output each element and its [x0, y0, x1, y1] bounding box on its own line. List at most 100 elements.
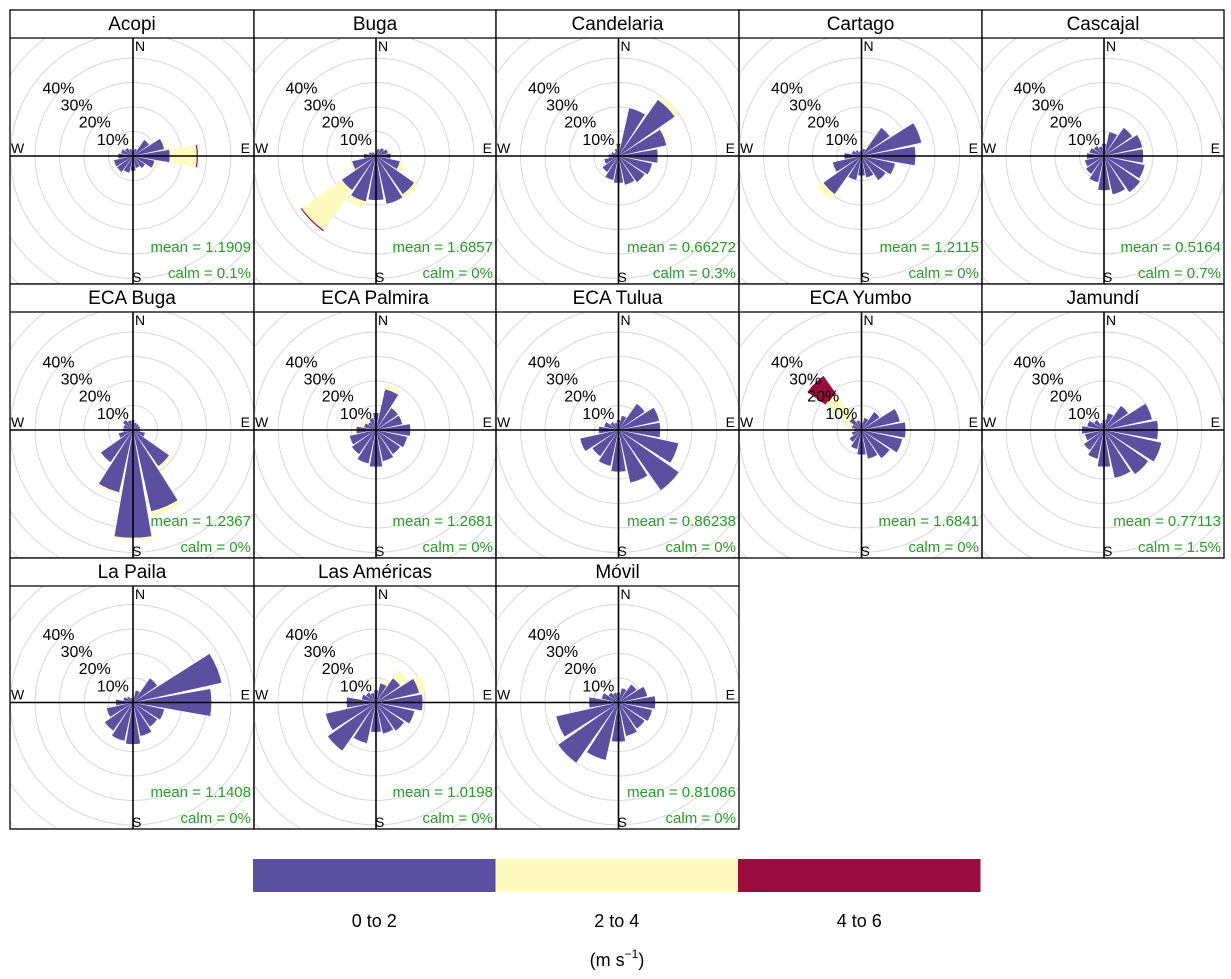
wedge-wsw-bin-1 — [851, 430, 862, 436]
ring-label-10: 10% — [97, 132, 129, 149]
ring-label-40: 40% — [285, 80, 317, 97]
wedge-nw-bin-1 — [127, 696, 133, 703]
wedge-sse-bin-1 — [376, 702, 394, 734]
compass-w: W — [255, 140, 269, 156]
mean-label: mean = 0.5164 — [1121, 239, 1222, 256]
compass-s: S — [1103, 269, 1112, 285]
panel-buga: Buga N E W S 10%20%30%40% mean = 1.6857 calm = … — [253, 9, 497, 285]
plot-area: N E W S 10%20%30%40% mean = 0.5164 calm = 0.7% — [982, 38, 1224, 285]
wedge-sw-bin-2 — [817, 182, 835, 201]
panel-title-strip — [254, 284, 496, 312]
wedge-ssw-bin-1 — [848, 156, 862, 180]
ring-label-20: 20% — [322, 115, 354, 132]
wedge-sw-bin-1 — [823, 156, 862, 195]
plot-area: N E W S 10%20%30%40% mean = 1.6857 calm = 0% — [254, 38, 496, 285]
wedge-sse-bin-1 — [1104, 156, 1125, 195]
mean-label: mean = 1.0198 — [393, 784, 494, 801]
ring-label-10: 10% — [825, 132, 857, 149]
wedge-wsw-bin-1 — [118, 430, 133, 438]
panel-title: Jamundí — [1067, 288, 1141, 309]
legend-label-3: 4 to 6 — [837, 911, 882, 931]
wedge-sw-bin-1 — [592, 430, 619, 457]
ring-label-10: 10% — [582, 132, 614, 149]
panel-title-strip — [739, 284, 982, 312]
wedge-ese-bin-1 — [618, 702, 652, 721]
wedge-se-bin-2 — [402, 182, 419, 199]
wedge-ne-bin-1 — [861, 412, 880, 430]
calm-label: calm = 0% — [423, 539, 493, 556]
wedge-ne-bin-1 — [618, 684, 637, 703]
compass-e: E — [241, 414, 250, 430]
wedge-wnw-bin-1 — [123, 697, 133, 703]
wedge-nnw-bin-1 — [1098, 146, 1104, 156]
ring-label-20: 20% — [322, 389, 354, 406]
panel-title: Cascajal — [1067, 14, 1140, 35]
wedge-se-bin-1 — [1104, 156, 1141, 193]
calm-label: calm = 0% — [423, 810, 493, 827]
wedge-nw-bin-1 — [368, 422, 376, 430]
wedge-nw-bin-1 — [123, 420, 133, 430]
compass-w: W — [11, 414, 25, 430]
compass-s: S — [132, 269, 141, 285]
plot-area: N E W S 10%20%30%40% mean = 1.1408 calm = 0% — [10, 586, 254, 829]
wedge-sw-bin-1 — [117, 156, 133, 172]
panel-title-strip — [496, 10, 739, 38]
calm-label: calm = 0% — [909, 265, 979, 282]
mean-label: mean = 1.1909 — [151, 239, 252, 256]
wedge-wnw-bin-1 — [601, 693, 619, 703]
mean-label: mean = 1.2681 — [393, 513, 494, 530]
compass-s: S — [1103, 543, 1112, 559]
ring-label-10: 10% — [1068, 406, 1100, 423]
wedge-ene-bin-1 — [133, 138, 165, 156]
wedge-ssw-bin-1 — [605, 156, 619, 180]
wedge-nnw-bin-1 — [856, 420, 862, 430]
wedge-nw-bin-1 — [610, 422, 619, 430]
wedge-wsw-bin-1 — [580, 430, 619, 451]
wedge-ne-bin-1 — [376, 678, 401, 703]
wedge-wsw-bin-1 — [604, 156, 619, 164]
compass-w: W — [497, 414, 511, 430]
compass-n: N — [621, 38, 631, 54]
compass-e: E — [483, 414, 492, 430]
plot-area: N E W S 10%20%30%40% mean = 1.6841 calm = 0% — [739, 312, 982, 558]
wedge-sw-bin-1 — [602, 156, 619, 172]
panel-title: La Paila — [98, 562, 167, 583]
wedge-wsw-bin-1 — [325, 702, 376, 731]
compass-n: N — [378, 312, 388, 328]
ring-label-10: 10% — [582, 678, 614, 695]
compass-e: E — [1211, 140, 1220, 156]
ring-label-30: 30% — [61, 644, 93, 661]
panel-title: Acopi — [108, 14, 156, 35]
wedge-ne-bin-1 — [861, 127, 890, 156]
wedge-nw-bin-1 — [125, 148, 133, 156]
legend-unit-label: (m s−1) — [590, 947, 645, 970]
wedge-ene-bin-1 — [618, 407, 660, 430]
compass-s: S — [375, 269, 384, 285]
panel-title: ECA Buga — [88, 288, 176, 309]
wedge-sw-bin-3 — [300, 208, 324, 232]
wedge-wsw-bin-1 — [113, 156, 133, 167]
wedge-nw-bin-1 — [372, 152, 376, 156]
wedge-ssw-bin-2 — [97, 483, 120, 495]
compass-w: W — [11, 140, 25, 156]
wedge-wsw-bin-1 — [349, 430, 376, 445]
wedge-wnw-bin-1 — [121, 149, 133, 156]
wedge-sse-bin-1 — [133, 430, 178, 512]
wedge-nne-bin-1 — [618, 415, 627, 430]
wedge-sw-bin-1 — [104, 702, 133, 731]
compass-n: N — [621, 312, 631, 328]
wedge-nne-bin-1 — [861, 418, 869, 430]
ring-label-20: 20% — [564, 389, 596, 406]
wedge-wsw-bin-1 — [832, 156, 862, 172]
wedge-ese-bin-1 — [133, 156, 155, 168]
panel-title: Buga — [353, 14, 398, 35]
ring-label-40: 40% — [771, 354, 803, 371]
wedge-ssw-bin-2 — [347, 195, 366, 209]
compass-e: E — [1211, 414, 1220, 430]
ring-label-30: 30% — [546, 98, 578, 115]
wedge-nnw-bin-1 — [1100, 422, 1104, 430]
wedge-nnw-bin-1 — [369, 418, 376, 430]
wedge-nnw-bin-1 — [129, 148, 133, 156]
wedge-ne-bin-1 — [618, 403, 645, 430]
wedge-ese-bin-1 — [861, 156, 895, 175]
